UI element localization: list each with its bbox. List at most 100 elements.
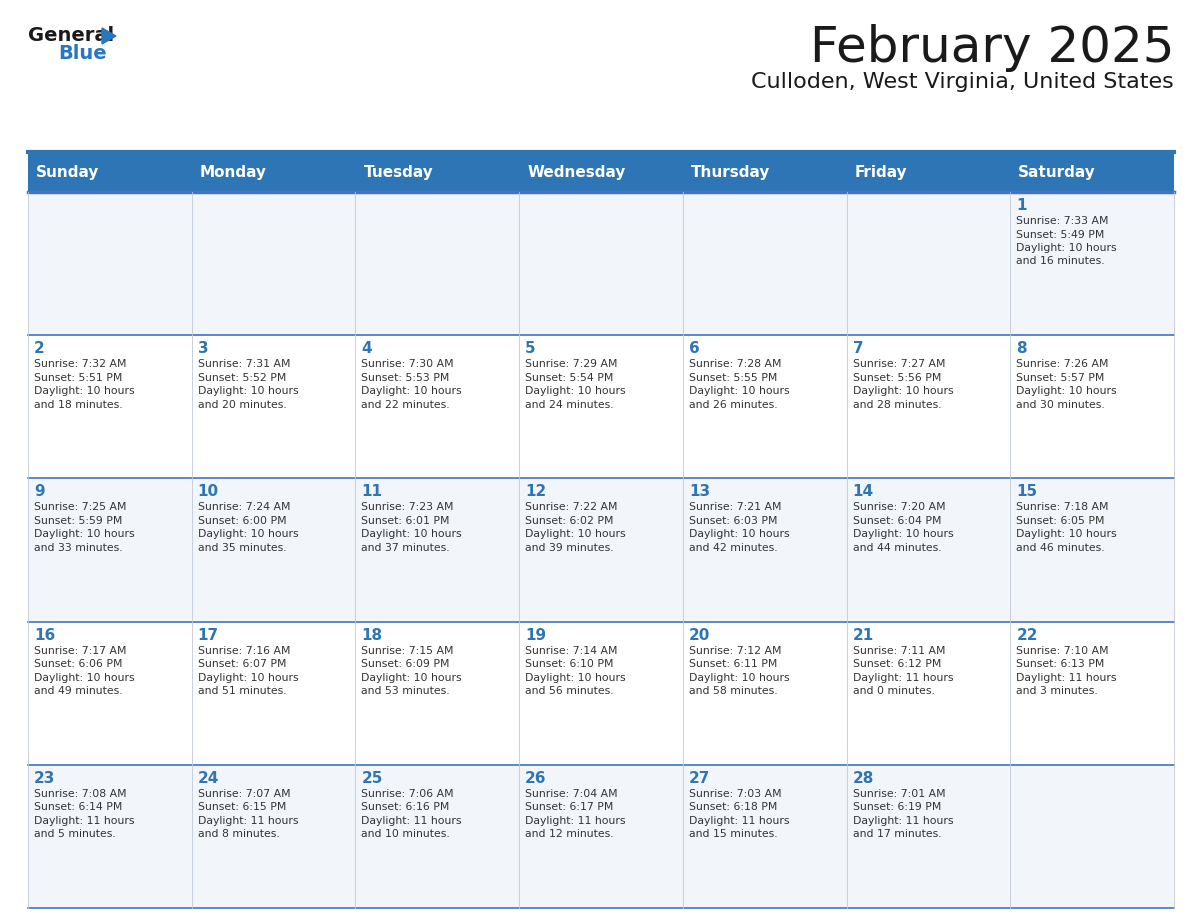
Text: Sunset: 6:05 PM: Sunset: 6:05 PM xyxy=(1016,516,1105,526)
Text: and 20 minutes.: and 20 minutes. xyxy=(197,399,286,409)
Text: Sunrise: 7:08 AM: Sunrise: 7:08 AM xyxy=(34,789,127,799)
Text: Sunset: 6:19 PM: Sunset: 6:19 PM xyxy=(853,802,941,812)
Text: Sunrise: 7:32 AM: Sunrise: 7:32 AM xyxy=(34,359,126,369)
Text: Daylight: 10 hours: Daylight: 10 hours xyxy=(34,530,134,540)
Bar xyxy=(29,192,1174,335)
Text: 26: 26 xyxy=(525,771,546,786)
Text: Sunset: 6:03 PM: Sunset: 6:03 PM xyxy=(689,516,777,526)
Text: Sunrise: 7:07 AM: Sunrise: 7:07 AM xyxy=(197,789,290,799)
Text: Sunset: 6:02 PM: Sunset: 6:02 PM xyxy=(525,516,614,526)
Text: Sunrise: 7:10 AM: Sunrise: 7:10 AM xyxy=(1016,645,1108,655)
Text: Sunrise: 7:22 AM: Sunrise: 7:22 AM xyxy=(525,502,618,512)
Text: 15: 15 xyxy=(1016,485,1037,499)
Text: and 28 minutes.: and 28 minutes. xyxy=(853,399,941,409)
Text: Sunrise: 7:26 AM: Sunrise: 7:26 AM xyxy=(1016,359,1108,369)
Text: Daylight: 10 hours: Daylight: 10 hours xyxy=(361,530,462,540)
Text: and 35 minutes.: and 35 minutes. xyxy=(197,543,286,553)
Text: Sunset: 6:18 PM: Sunset: 6:18 PM xyxy=(689,802,777,812)
Text: Tuesday: Tuesday xyxy=(364,164,434,180)
Text: Daylight: 10 hours: Daylight: 10 hours xyxy=(1016,386,1117,397)
Text: Sunset: 5:59 PM: Sunset: 5:59 PM xyxy=(34,516,122,526)
Text: Daylight: 11 hours: Daylight: 11 hours xyxy=(525,816,626,826)
Text: Sunset: 6:13 PM: Sunset: 6:13 PM xyxy=(1016,659,1105,669)
Text: Daylight: 10 hours: Daylight: 10 hours xyxy=(34,673,134,683)
Text: Daylight: 10 hours: Daylight: 10 hours xyxy=(361,386,462,397)
Text: 22: 22 xyxy=(1016,628,1038,643)
Text: Sunrise: 7:16 AM: Sunrise: 7:16 AM xyxy=(197,645,290,655)
Text: Sunset: 6:01 PM: Sunset: 6:01 PM xyxy=(361,516,450,526)
Text: and 5 minutes.: and 5 minutes. xyxy=(34,829,115,839)
Text: Daylight: 10 hours: Daylight: 10 hours xyxy=(525,530,626,540)
Text: and 16 minutes.: and 16 minutes. xyxy=(1016,256,1105,266)
Text: and 33 minutes.: and 33 minutes. xyxy=(34,543,122,553)
Text: Sunset: 6:09 PM: Sunset: 6:09 PM xyxy=(361,659,450,669)
Text: 14: 14 xyxy=(853,485,873,499)
Text: 1: 1 xyxy=(1016,198,1026,213)
Text: Sunrise: 7:31 AM: Sunrise: 7:31 AM xyxy=(197,359,290,369)
Text: 11: 11 xyxy=(361,485,383,499)
Bar xyxy=(29,152,1174,192)
Text: Sunrise: 7:14 AM: Sunrise: 7:14 AM xyxy=(525,645,618,655)
Text: 8: 8 xyxy=(1016,341,1026,356)
Text: and 8 minutes.: and 8 minutes. xyxy=(197,829,279,839)
Text: and 10 minutes.: and 10 minutes. xyxy=(361,829,450,839)
Text: Sunrise: 7:17 AM: Sunrise: 7:17 AM xyxy=(34,645,126,655)
Text: Sunrise: 7:06 AM: Sunrise: 7:06 AM xyxy=(361,789,454,799)
Text: Culloden, West Virginia, United States: Culloden, West Virginia, United States xyxy=(751,72,1174,92)
Text: Sunday: Sunday xyxy=(36,164,100,180)
Text: Daylight: 11 hours: Daylight: 11 hours xyxy=(1016,673,1117,683)
Text: Daylight: 10 hours: Daylight: 10 hours xyxy=(361,673,462,683)
Text: Sunset: 5:51 PM: Sunset: 5:51 PM xyxy=(34,373,122,383)
Text: Sunrise: 7:15 AM: Sunrise: 7:15 AM xyxy=(361,645,454,655)
Text: Daylight: 10 hours: Daylight: 10 hours xyxy=(197,530,298,540)
Text: Daylight: 10 hours: Daylight: 10 hours xyxy=(689,530,790,540)
Text: Blue: Blue xyxy=(58,44,107,63)
Text: and 56 minutes.: and 56 minutes. xyxy=(525,686,614,696)
Text: Daylight: 10 hours: Daylight: 10 hours xyxy=(197,386,298,397)
Text: and 26 minutes.: and 26 minutes. xyxy=(689,399,777,409)
Text: 16: 16 xyxy=(34,628,56,643)
Text: and 53 minutes.: and 53 minutes. xyxy=(361,686,450,696)
Text: and 39 minutes.: and 39 minutes. xyxy=(525,543,614,553)
Text: Daylight: 10 hours: Daylight: 10 hours xyxy=(1016,530,1117,540)
Text: Thursday: Thursday xyxy=(691,164,770,180)
Text: Sunset: 5:56 PM: Sunset: 5:56 PM xyxy=(853,373,941,383)
Text: 7: 7 xyxy=(853,341,864,356)
Text: 24: 24 xyxy=(197,771,219,786)
Text: Daylight: 10 hours: Daylight: 10 hours xyxy=(1016,243,1117,253)
Text: 2: 2 xyxy=(34,341,45,356)
Text: and 58 minutes.: and 58 minutes. xyxy=(689,686,777,696)
Text: Sunrise: 7:24 AM: Sunrise: 7:24 AM xyxy=(197,502,290,512)
Text: Sunset: 5:57 PM: Sunset: 5:57 PM xyxy=(1016,373,1105,383)
Text: Daylight: 10 hours: Daylight: 10 hours xyxy=(853,386,953,397)
Text: Sunset: 6:10 PM: Sunset: 6:10 PM xyxy=(525,659,614,669)
Text: Daylight: 11 hours: Daylight: 11 hours xyxy=(197,816,298,826)
Text: Monday: Monday xyxy=(200,164,267,180)
Text: Sunset: 6:15 PM: Sunset: 6:15 PM xyxy=(197,802,286,812)
Text: Sunrise: 7:12 AM: Sunrise: 7:12 AM xyxy=(689,645,782,655)
Text: Sunrise: 7:18 AM: Sunrise: 7:18 AM xyxy=(1016,502,1108,512)
Text: Wednesday: Wednesday xyxy=(527,164,626,180)
Text: Sunset: 6:17 PM: Sunset: 6:17 PM xyxy=(525,802,613,812)
Text: and 15 minutes.: and 15 minutes. xyxy=(689,829,777,839)
Text: Daylight: 10 hours: Daylight: 10 hours xyxy=(689,386,790,397)
Text: Sunset: 6:16 PM: Sunset: 6:16 PM xyxy=(361,802,450,812)
Text: 13: 13 xyxy=(689,485,710,499)
Text: Sunrise: 7:28 AM: Sunrise: 7:28 AM xyxy=(689,359,782,369)
Text: and 46 minutes.: and 46 minutes. xyxy=(1016,543,1105,553)
Text: 12: 12 xyxy=(525,485,546,499)
Text: and 37 minutes.: and 37 minutes. xyxy=(361,543,450,553)
Text: Sunset: 5:53 PM: Sunset: 5:53 PM xyxy=(361,373,450,383)
Text: and 44 minutes.: and 44 minutes. xyxy=(853,543,941,553)
Text: Daylight: 10 hours: Daylight: 10 hours xyxy=(525,386,626,397)
Text: Daylight: 10 hours: Daylight: 10 hours xyxy=(34,386,134,397)
Text: Saturday: Saturday xyxy=(1018,164,1097,180)
Text: Sunrise: 7:29 AM: Sunrise: 7:29 AM xyxy=(525,359,618,369)
Text: and 0 minutes.: and 0 minutes. xyxy=(853,686,935,696)
Text: Sunrise: 7:04 AM: Sunrise: 7:04 AM xyxy=(525,789,618,799)
Text: and 42 minutes.: and 42 minutes. xyxy=(689,543,777,553)
Text: Daylight: 10 hours: Daylight: 10 hours xyxy=(525,673,626,683)
Text: Sunset: 6:14 PM: Sunset: 6:14 PM xyxy=(34,802,122,812)
Text: Daylight: 10 hours: Daylight: 10 hours xyxy=(197,673,298,683)
Text: Daylight: 11 hours: Daylight: 11 hours xyxy=(853,673,953,683)
